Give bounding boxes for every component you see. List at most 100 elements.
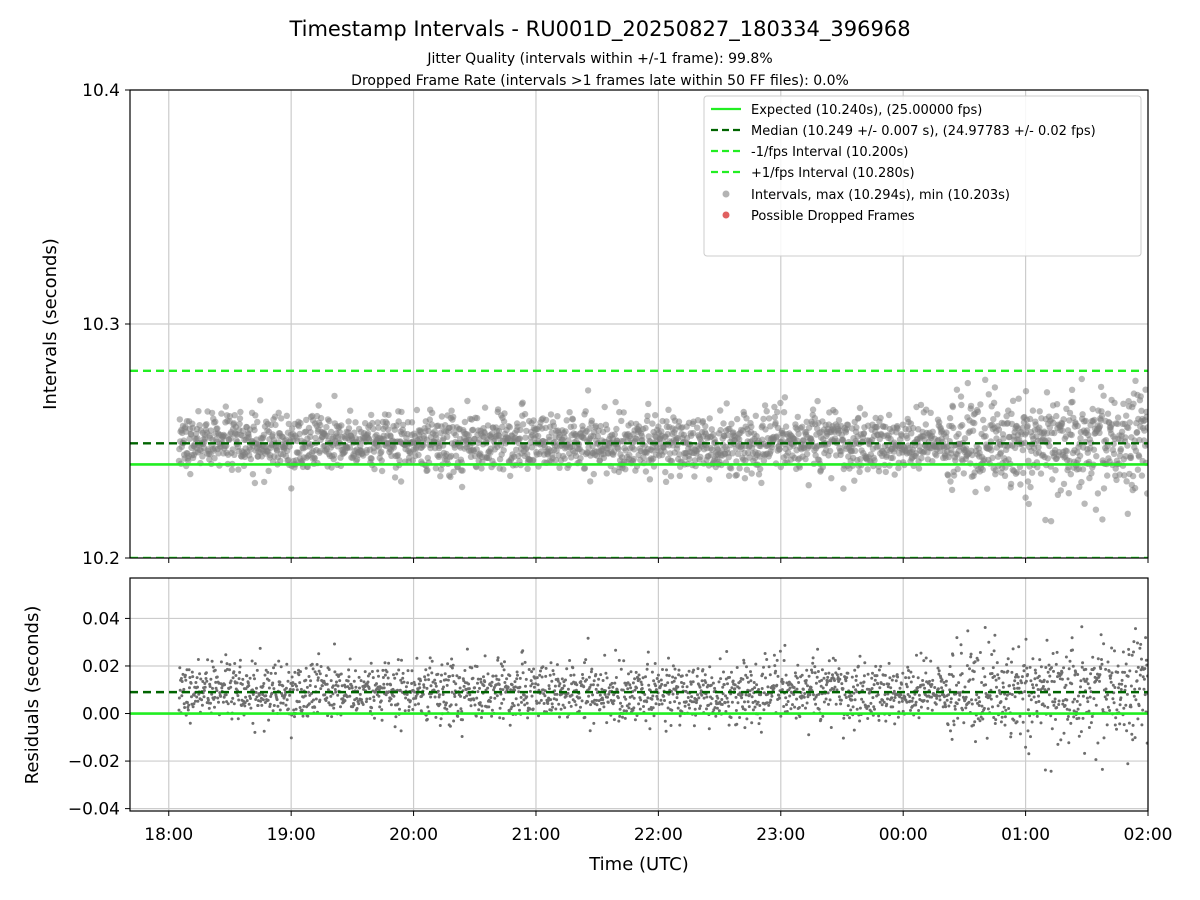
- residual-point: [1138, 687, 1141, 691]
- interval-point: [203, 421, 210, 428]
- interval-point: [1069, 398, 1076, 406]
- residual-point: [947, 693, 950, 697]
- interval-point: [1024, 478, 1032, 485]
- residual-point: [832, 688, 836, 691]
- residual-point: [243, 704, 247, 708]
- residual-point: [1143, 667, 1147, 671]
- interval-point: [346, 444, 353, 451]
- residual-point: [662, 694, 666, 698]
- residual-point: [530, 682, 534, 686]
- residual-point: [884, 719, 888, 723]
- interval-point: [997, 449, 1005, 456]
- residual-point: [725, 696, 729, 700]
- interval-point: [851, 477, 858, 484]
- residual-point: [569, 704, 573, 708]
- residual-point: [944, 705, 948, 709]
- interval-point: [208, 409, 216, 417]
- residual-point: [930, 695, 933, 699]
- interval-point: [444, 433, 451, 440]
- interval-point: [1090, 446, 1098, 453]
- interval-point: [1086, 474, 1093, 482]
- residual-point: [269, 671, 273, 675]
- residual-point: [433, 695, 437, 699]
- residual-point: [844, 696, 848, 699]
- residual-point: [795, 697, 799, 701]
- residual-point: [571, 666, 575, 670]
- residual-point: [742, 658, 746, 662]
- residual-point: [639, 698, 643, 702]
- residual-point: [1096, 672, 1099, 676]
- residual-point: [981, 666, 985, 670]
- residual-point: [442, 685, 445, 689]
- residual-point: [808, 693, 812, 697]
- residual-point: [577, 709, 581, 713]
- residual-point: [523, 703, 527, 707]
- residual-point: [627, 702, 631, 706]
- interval-point: [481, 429, 488, 437]
- interval-point: [285, 456, 292, 464]
- residual-point: [817, 692, 821, 696]
- interval-point: [1102, 437, 1110, 444]
- residual-point: [940, 678, 944, 682]
- residual-point: [510, 683, 514, 687]
- residual-point: [1132, 694, 1136, 698]
- interval-point: [979, 466, 986, 473]
- residual-point: [184, 678, 188, 682]
- residual-point: [555, 698, 559, 702]
- residual-point: [1118, 703, 1122, 707]
- residual-point: [610, 681, 614, 685]
- residual-point: [317, 669, 321, 673]
- residual-point: [969, 655, 973, 659]
- residual-point: [663, 719, 667, 723]
- residual-point: [271, 681, 275, 685]
- interval-point: [922, 421, 929, 428]
- residual-point: [682, 682, 686, 685]
- residual-point: [532, 685, 536, 689]
- residual-point: [1126, 762, 1130, 766]
- residual-point: [725, 650, 729, 653]
- residual-point: [263, 673, 267, 677]
- residual-point: [942, 681, 946, 684]
- residual-point: [295, 688, 299, 692]
- residual-point: [297, 673, 301, 677]
- residual-point: [523, 660, 527, 664]
- interval-point: [1140, 437, 1148, 444]
- residual-point: [467, 682, 471, 686]
- interval-point: [542, 416, 550, 424]
- residual-point: [901, 671, 905, 675]
- residual-point: [638, 707, 642, 711]
- residual-point: [837, 680, 841, 683]
- interval-point: [936, 419, 943, 426]
- interval-point: [464, 397, 471, 405]
- residual-point: [303, 694, 307, 698]
- interval-point: [1127, 454, 1135, 462]
- residual-point: [703, 673, 707, 677]
- residual-point: [635, 686, 639, 690]
- residual-point: [331, 684, 335, 688]
- residual-point: [236, 694, 240, 698]
- residual-point: [305, 685, 309, 689]
- residual-point: [539, 698, 543, 702]
- residual-point: [989, 697, 993, 701]
- intervals-y-ticks: 10.210.310.4: [82, 81, 130, 569]
- residual-point: [211, 665, 215, 669]
- residual-point: [463, 669, 467, 672]
- residual-point: [1109, 680, 1113, 684]
- residual-point: [262, 682, 266, 685]
- residual-point: [748, 693, 752, 697]
- interval-point: [1044, 455, 1052, 462]
- residual-point: [654, 688, 658, 692]
- residual-point: [670, 708, 674, 712]
- residual-point: [906, 693, 910, 696]
- residual-point: [439, 717, 443, 721]
- interval-point: [898, 432, 905, 439]
- residual-point: [831, 656, 835, 660]
- residual-point: [660, 702, 664, 706]
- residual-point: [1035, 709, 1039, 713]
- interval-point: [1078, 375, 1086, 383]
- residual-point: [431, 680, 435, 684]
- legend-lower-fps-label: -1/fps Interval (10.200s): [751, 145, 908, 160]
- residual-point: [386, 676, 390, 680]
- residual-point: [807, 674, 811, 678]
